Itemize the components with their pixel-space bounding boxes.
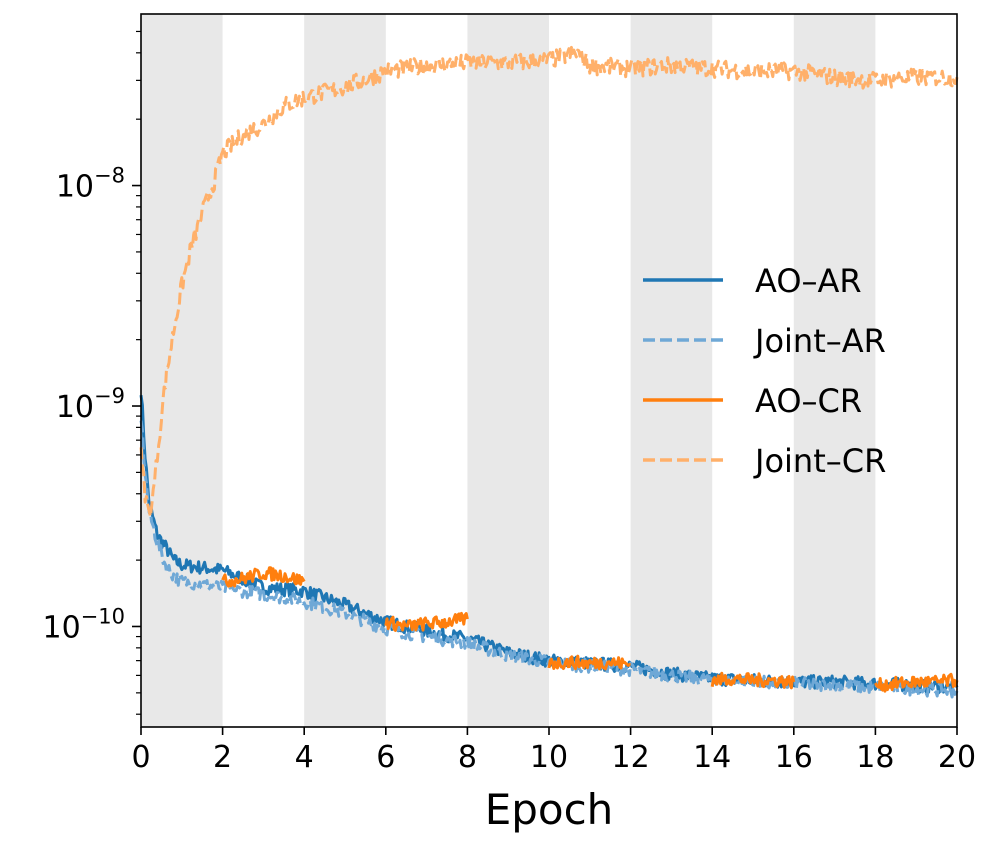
series-line-ao_cr-3: [710, 671, 796, 690]
shaded-band-3: [630, 14, 713, 727]
y-axis-ticks: 10−8 10−9 10−10: [42, 30, 141, 715]
series-line-ao_cr-4: [874, 672, 959, 693]
x-tick-label-12: 12: [612, 740, 650, 775]
y-tick-label-0: 10−8: [56, 164, 125, 205]
y-tick-label-2: 10−10: [42, 604, 125, 645]
x-tick-label-0: 0: [131, 740, 150, 775]
legend: AO–AR Joint–AR AO–CR Joint–CR: [643, 262, 886, 480]
legend-label-ao_cr: AO–CR: [755, 382, 862, 420]
x-tick-label-2: 2: [213, 740, 232, 775]
series-line-ao_cr-2: [547, 654, 631, 671]
series-line-joint_ar-0: [139, 420, 959, 699]
legend-label-joint_cr: Joint–CR: [753, 442, 886, 480]
x-tick-label-8: 8: [458, 740, 477, 775]
series-line-joint_cr-0: [139, 45, 959, 519]
shaded-band-2: [467, 14, 549, 727]
x-tick-label-20: 20: [938, 740, 976, 775]
series-layer: [139, 45, 959, 699]
y-tick-label-1: 10−9: [56, 384, 125, 425]
x-tick-label-14: 14: [693, 740, 731, 775]
shaded-bands: [141, 14, 876, 727]
x-tick-label-16: 16: [775, 740, 813, 775]
x-axis-ticks: 0 2 4 6 8 10 12 14 16 18 20: [131, 727, 976, 775]
shaded-band-1: [304, 14, 386, 727]
x-tick-label-10: 10: [530, 740, 568, 775]
shaded-band-0: [141, 14, 223, 727]
x-axis-label: Epoch: [485, 785, 614, 834]
series-line-ao_cr-1: [384, 611, 469, 632]
x-tick-label-18: 18: [856, 740, 894, 775]
legend-label-ao_ar: AO–AR: [755, 262, 862, 300]
x-tick-label-4: 4: [295, 740, 314, 775]
legend-label-joint_ar: Joint–AR: [753, 322, 886, 360]
series-line-ao_cr-0: [221, 566, 306, 588]
x-tick-label-6: 6: [376, 740, 395, 775]
shaded-band-4: [793, 14, 876, 727]
